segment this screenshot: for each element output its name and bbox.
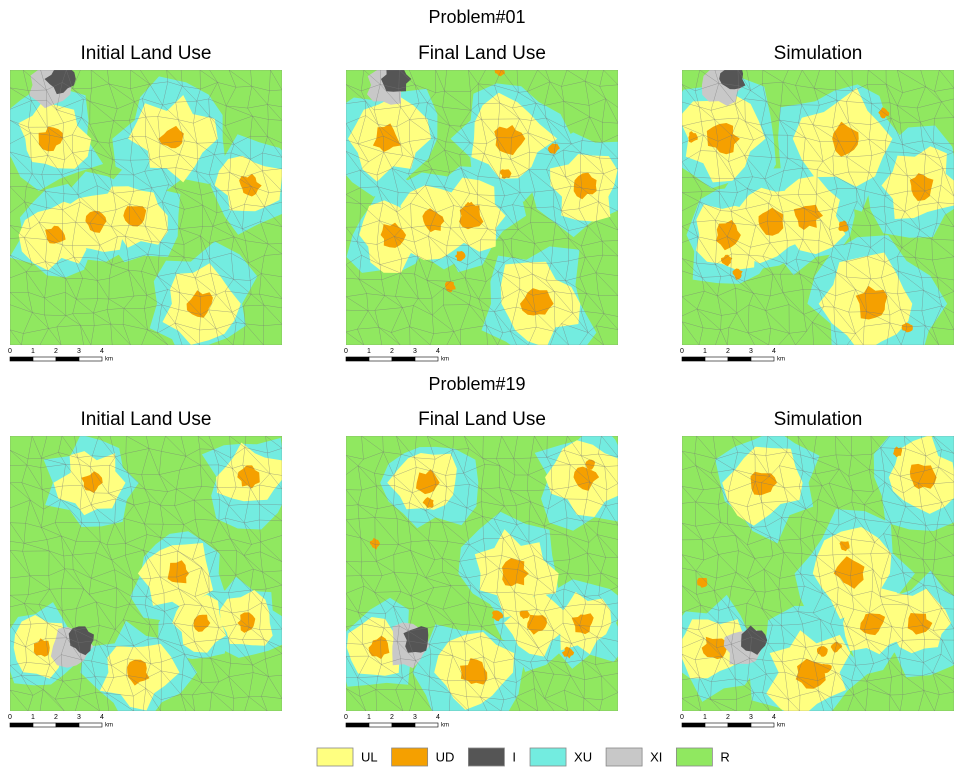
legend-label: R [720,749,729,764]
scale-bar-segment [346,723,369,727]
scale-bar-unit: km [105,357,113,363]
scale-bar-segment [369,723,392,727]
land-use-map [339,421,627,729]
scale-bar-segment [682,357,705,361]
scale-bar-segment [79,723,102,727]
scale-bar-segment [751,723,774,727]
scale-bar-segment [751,357,774,361]
scale-bar-segment [79,357,102,361]
scale-bar-label: 1 [31,714,35,721]
legend-swatch [606,748,642,766]
scale-bar-unit: km [777,357,785,363]
scale-bar-label: 3 [77,348,81,355]
scale-bar-label: 4 [436,348,440,355]
scale-bar-label: 3 [413,348,417,355]
scale-bar-label: 2 [54,714,58,721]
scale-bar-label: 2 [390,348,394,355]
scale-bar-label: 2 [54,348,58,355]
scale-bar-segment [33,357,56,361]
scale-bar-label: 4 [100,348,104,355]
scale-bar-segment [392,723,415,727]
problem-title: Problem#19 [428,374,525,394]
scale-bar-segment [369,357,392,361]
land-use-map [656,62,955,375]
scale-bar-segment [705,357,728,361]
panel-title: Initial Land Use [81,409,212,430]
scale-bar-segment [392,357,415,361]
legend-swatch [317,748,353,766]
scale-bar-segment [415,357,438,361]
scale-bar-label: 4 [100,714,104,721]
legend-label: XU [574,749,592,764]
panel-title: Simulation [774,43,863,64]
legend-swatch [392,748,428,766]
scale-bar-label: 3 [749,348,753,355]
scale-bar-segment [56,357,79,361]
legend-label: I [512,749,516,764]
scale-bar-segment [728,723,751,727]
scale-bar-segment [346,357,369,361]
panel-title: Simulation [774,409,863,430]
scale-bar-segment [33,723,56,727]
scale-bar-label: 0 [8,714,12,721]
scale-bar-label: 0 [8,348,12,355]
scale-bar-label: 1 [703,348,707,355]
scale-bar-label: 2 [726,348,730,355]
scale-bar-label: 3 [749,714,753,721]
problem-title: Problem#01 [428,7,525,27]
scale-bar-unit: km [105,723,113,729]
scale-bar-label: 4 [772,714,776,721]
land-use-map [673,420,955,740]
figure: Problem#01Initial Land Use01234kmFinal L… [0,0,955,767]
legend-swatch [468,748,504,766]
land-use-map [327,64,628,357]
scale-bar-unit: km [441,357,449,363]
scale-bar-label: 2 [726,714,730,721]
scale-bar-label: 0 [680,714,684,721]
scale-bar-segment [705,723,728,727]
scale-bar-label: 1 [367,714,371,721]
land-use-map [1,435,299,726]
panel-title: Initial Land Use [81,43,212,64]
land-use-map [0,67,302,369]
scale-bar-segment [10,723,33,727]
scale-bar-segment [415,723,438,727]
scale-bar-label: 0 [344,348,348,355]
scale-bar-label: 2 [390,714,394,721]
scale-bar-label: 0 [680,348,684,355]
scale-bar-segment [10,357,33,361]
scale-bar-segment [56,723,79,727]
scale-bar-label: 4 [436,714,440,721]
legend-label: UD [436,749,455,764]
scale-bar-segment [682,723,705,727]
panel-title: Final Land Use [418,409,546,430]
scale-bar-label: 1 [31,348,35,355]
scale-bar-unit: km [441,723,449,729]
scale-bar-segment [728,357,751,361]
legend-label: XI [650,749,662,764]
scale-bar-label: 3 [77,714,81,721]
scale-bar-label: 0 [344,714,348,721]
scale-bar-label: 1 [367,348,371,355]
scale-bar-label: 4 [772,348,776,355]
legend-swatch [676,748,712,766]
legend-label: UL [361,749,378,764]
scale-bar-unit: km [777,723,785,729]
panel-title: Final Land Use [418,43,546,64]
scale-bar-label: 1 [703,714,707,721]
legend-swatch [530,748,566,766]
scale-bar-label: 3 [413,714,417,721]
